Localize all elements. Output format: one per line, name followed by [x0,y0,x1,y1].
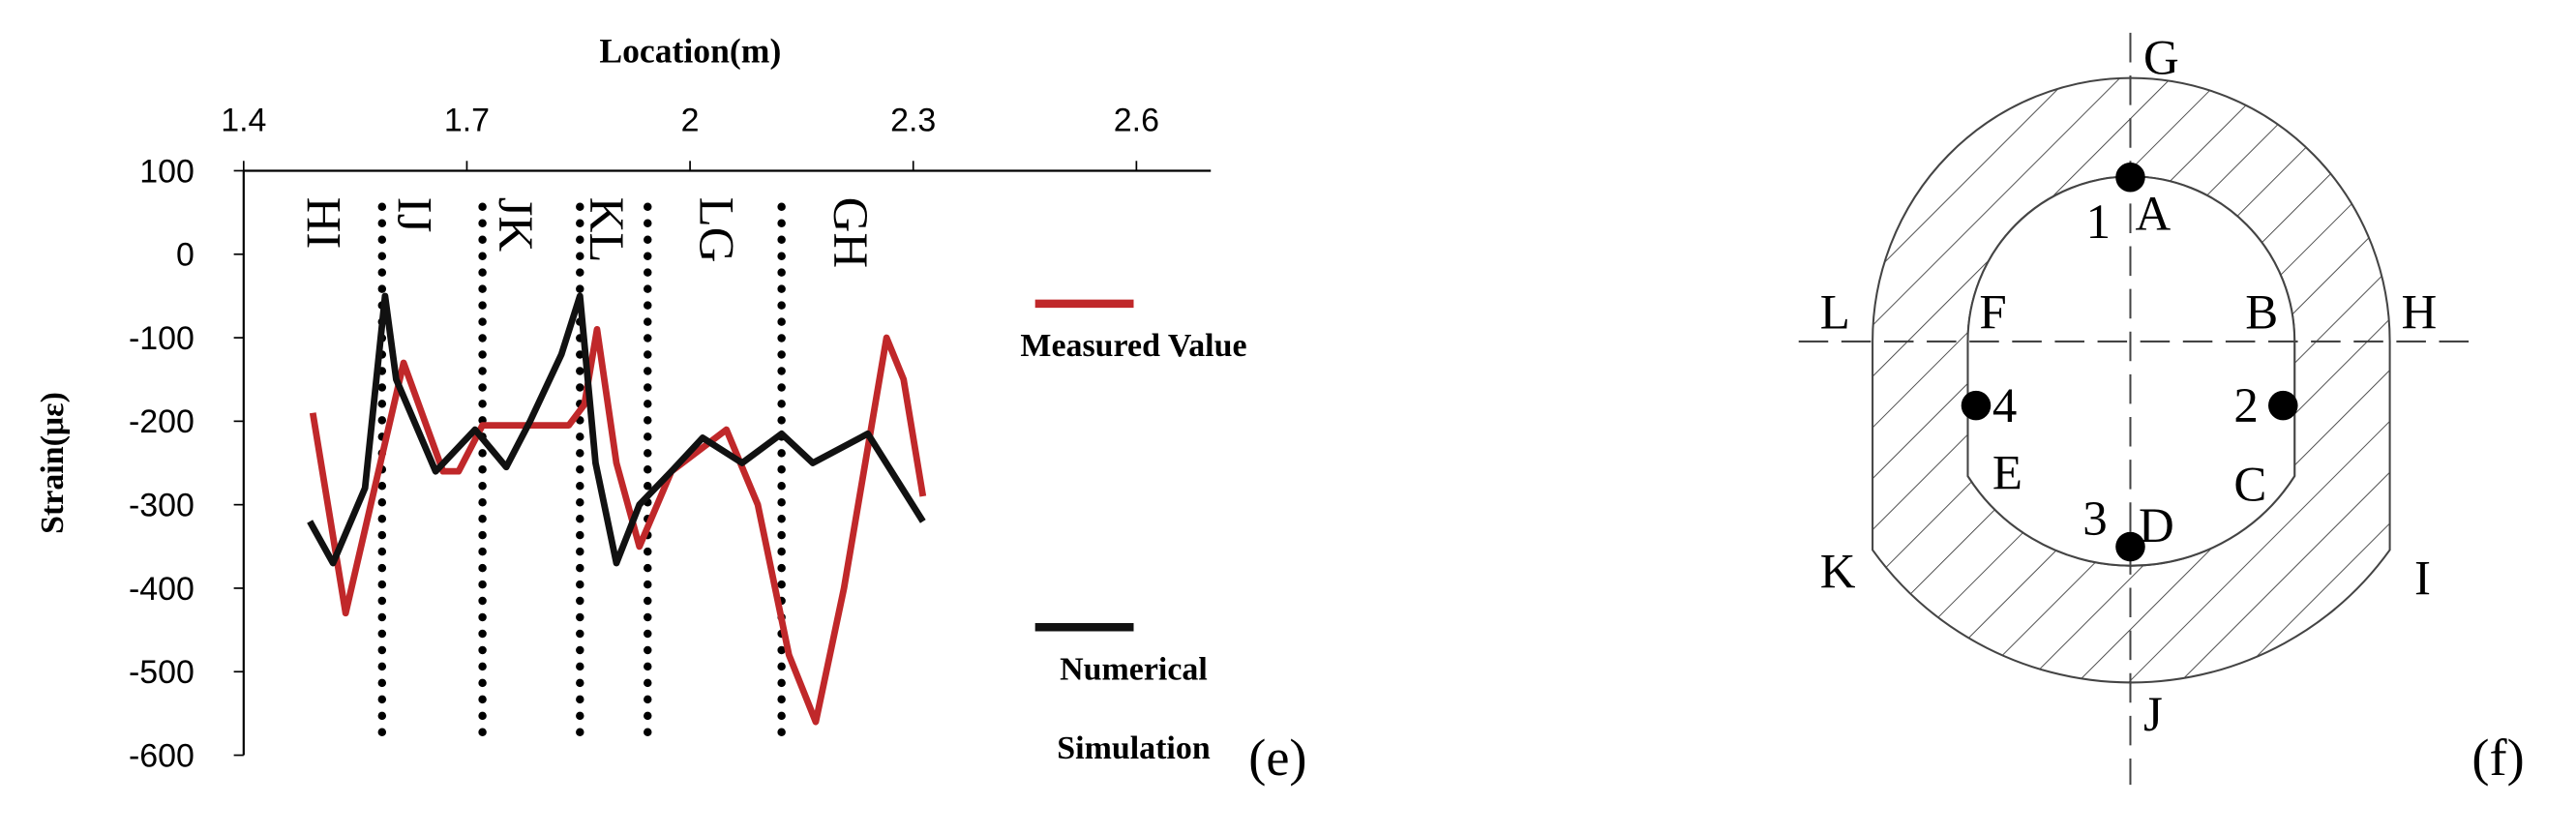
region-label: KL [579,197,633,263]
point-label: K [1820,545,1856,599]
y-tick-label: -400 [129,571,195,608]
point-label: B [2245,285,2278,340]
x-tick-label: 2.6 [1114,103,1159,139]
point-label: L [1820,285,1850,340]
y-tick-label: -500 [129,654,195,691]
y-axis-title: Strain(με) [35,392,71,534]
y-tick-label: -600 [129,737,195,774]
legend-entry: Numerical Simulation [1057,651,1211,767]
x-tick-label: 1.4 [221,103,266,139]
legend-label: Measured Value [1020,328,1247,365]
y-tick-label: -100 [129,320,195,357]
gauge-number: 3 [2082,492,2107,547]
point-label: H [2401,285,2437,340]
point-label: F [1979,285,2006,340]
point-label: E [1992,447,2022,501]
region-label: LG [689,197,743,263]
x-axis-title: Location(m) [599,31,781,70]
y-tick-label: -200 [129,403,195,440]
inner-boundary [1966,175,2296,567]
x-tick-label: 2 [681,103,700,139]
gauge-number: 2 [2233,379,2258,433]
point-label: G [2143,31,2179,85]
point-label: C [2233,459,2266,513]
region-label: HI [296,197,350,250]
gauge-point [1961,390,1992,421]
gauge-point [2268,390,2298,421]
gauge-point [2115,531,2145,562]
x-tick-label: 1.7 [444,103,490,139]
tunnel-diagram: G A 1 L F B H 4 2 E C 3 D K I J (f) [1798,31,2525,787]
point-label: I [2414,551,2431,606]
panel-label: (e) [1248,729,1306,787]
y-tick-label: 100 [139,153,195,190]
gauge-point [2115,162,2145,193]
point-label: D [2139,499,2174,553]
gauge-number: 4 [1992,379,2017,433]
region-label: IJ [387,197,441,233]
region-label: JK [488,197,542,253]
point-label: J [2143,688,2163,742]
x-tick-label: 2.3 [890,103,936,139]
gauge-number: 1 [2086,195,2111,250]
series-line [309,325,927,726]
line-chart: Location(m) Strain(με) (e) 1.4 1.7 2 2.3 2.6… [35,31,1306,787]
legend-label: Numerical Simulation [1057,651,1211,767]
legend-entry: Measured Value [1020,328,1247,365]
point-label: A [2136,188,2172,242]
y-tick-label: -300 [129,488,195,524]
region-label: GH [823,197,877,269]
series-line [307,292,926,567]
panel-label: (f) [2471,729,2524,787]
y-tick-label: 0 [176,237,195,274]
